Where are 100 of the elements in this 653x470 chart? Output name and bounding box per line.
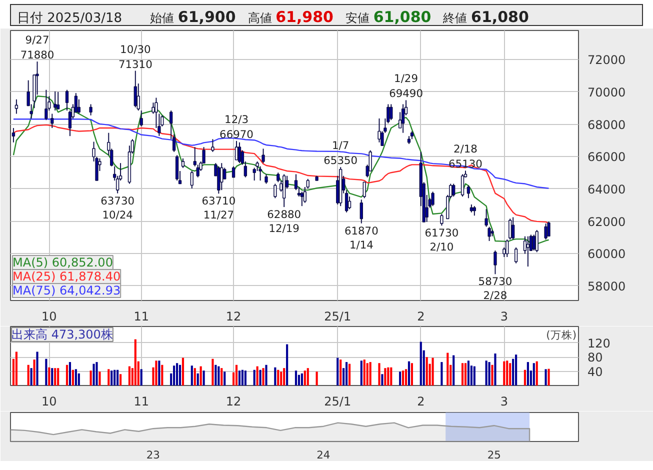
bar bbox=[30, 368, 32, 386]
bar bbox=[173, 366, 176, 386]
candlestick bbox=[300, 191, 304, 207]
candlestick bbox=[181, 158, 185, 168]
bar bbox=[262, 368, 264, 386]
candlestick bbox=[506, 239, 509, 258]
bar bbox=[256, 366, 258, 386]
candlestick bbox=[362, 182, 366, 199]
bar bbox=[161, 364, 164, 386]
bar bbox=[241, 370, 244, 386]
candlestick bbox=[282, 174, 286, 208]
bar bbox=[214, 364, 217, 386]
candlestick bbox=[431, 191, 434, 207]
bar bbox=[283, 368, 286, 386]
candlestick bbox=[89, 104, 92, 116]
x-tick-label: 12 bbox=[226, 310, 242, 324]
y-tick-label: 70000 bbox=[588, 85, 626, 100]
bar bbox=[488, 362, 490, 386]
x-tick-label: 3 bbox=[500, 310, 508, 324]
candlestick bbox=[348, 196, 352, 210]
candlestick bbox=[544, 223, 548, 240]
bar bbox=[404, 369, 408, 386]
y-tick-label: 80 bbox=[588, 350, 603, 365]
bar bbox=[274, 367, 276, 386]
bar bbox=[72, 370, 74, 386]
bar bbox=[306, 368, 309, 386]
chart-title: 日付 2025/03/18 bbox=[17, 11, 122, 26]
x-tick-label: 11 bbox=[134, 310, 149, 324]
bar bbox=[74, 369, 77, 386]
bar bbox=[224, 372, 226, 386]
candlestick bbox=[452, 183, 456, 198]
annotation: 10/30 71310 bbox=[118, 42, 153, 71]
candlestick bbox=[401, 104, 405, 134]
bar bbox=[426, 357, 428, 386]
candlestick bbox=[484, 208, 488, 228]
text: 始値 61,900 bbox=[150, 8, 236, 26]
bar bbox=[408, 361, 410, 386]
bar bbox=[348, 364, 351, 386]
bar bbox=[200, 366, 202, 386]
bar bbox=[286, 344, 288, 386]
candlestick bbox=[440, 214, 444, 226]
x-tick-label: 25 bbox=[487, 448, 501, 462]
bar bbox=[57, 368, 60, 386]
bar bbox=[140, 369, 142, 386]
candlestick bbox=[14, 98, 18, 114]
bar bbox=[536, 361, 538, 386]
y-tick-label: 68000 bbox=[588, 118, 626, 132]
annotation: 63730 10/24 bbox=[100, 194, 135, 222]
bar bbox=[277, 370, 280, 386]
text: MA(5) 60,852.00 bbox=[12, 256, 113, 270]
candlestick bbox=[532, 234, 536, 252]
bar bbox=[158, 360, 160, 386]
candlestick bbox=[466, 184, 470, 199]
candlestick bbox=[378, 118, 381, 143]
x-tick-label: 24 bbox=[316, 448, 330, 462]
x-tick-label: 2 bbox=[417, 310, 425, 324]
text: 高値 61,980 bbox=[248, 8, 334, 26]
y-tick-label: 120 bbox=[588, 336, 610, 350]
bar bbox=[66, 364, 68, 386]
bar bbox=[402, 370, 404, 386]
bar bbox=[515, 354, 518, 386]
y-tick-label: 66000 bbox=[588, 150, 626, 164]
candlestick bbox=[140, 110, 143, 127]
bar bbox=[336, 358, 339, 386]
bar bbox=[491, 364, 494, 386]
annotation: 1/29 69490 bbox=[389, 72, 424, 100]
annotation: 61870 1/14 bbox=[344, 224, 379, 252]
bar bbox=[503, 361, 506, 386]
candlestick bbox=[211, 138, 214, 152]
bar bbox=[363, 360, 366, 386]
y-tick-label: 40 bbox=[588, 364, 603, 379]
bar bbox=[119, 374, 122, 386]
candlestick bbox=[526, 236, 530, 268]
bar bbox=[190, 366, 193, 386]
bar bbox=[68, 362, 72, 386]
bar bbox=[134, 339, 136, 386]
candlestick bbox=[175, 154, 179, 182]
x-tick-label: 11 bbox=[134, 394, 149, 408]
x-tick-label: 3 bbox=[500, 394, 508, 408]
bar bbox=[532, 363, 535, 386]
bar bbox=[194, 368, 196, 386]
candlestick bbox=[56, 91, 60, 110]
bar bbox=[446, 352, 449, 386]
bar bbox=[316, 372, 318, 386]
bar bbox=[155, 360, 158, 386]
bar bbox=[506, 360, 508, 386]
candlestick bbox=[190, 170, 194, 189]
candlestick bbox=[262, 148, 265, 164]
bar bbox=[390, 367, 392, 386]
candlestick bbox=[134, 70, 137, 108]
bar bbox=[298, 374, 300, 386]
bar bbox=[399, 372, 402, 386]
candlestick bbox=[274, 183, 277, 199]
annotation: 63710 11/27 bbox=[202, 194, 236, 222]
bar bbox=[92, 364, 95, 386]
bar bbox=[114, 370, 116, 386]
bar bbox=[485, 360, 488, 386]
x-tick-label: 23 bbox=[146, 448, 160, 462]
x-tick-label: 10 bbox=[42, 310, 57, 324]
bar bbox=[244, 370, 246, 386]
